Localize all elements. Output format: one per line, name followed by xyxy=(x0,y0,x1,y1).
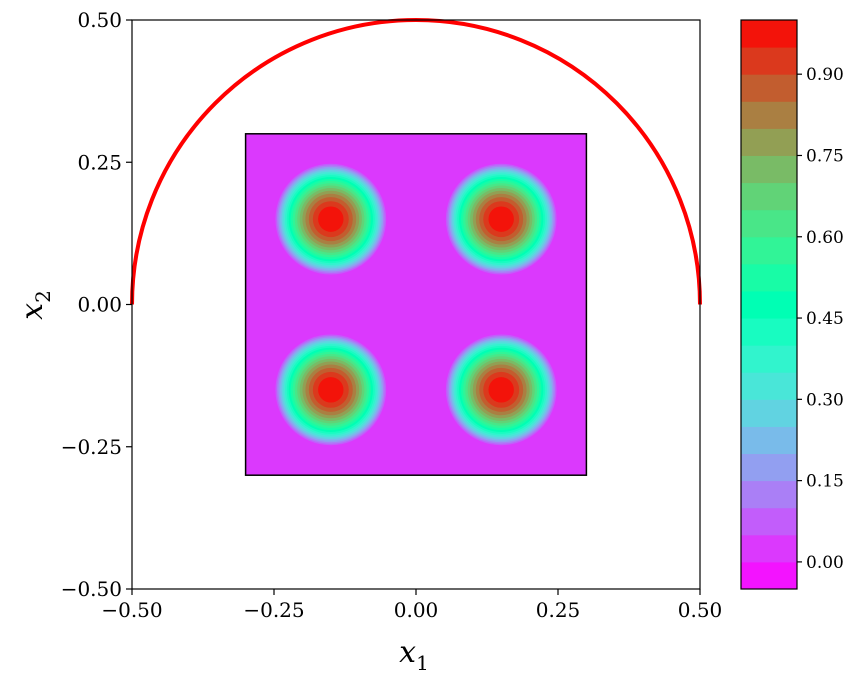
contour-peak xyxy=(275,334,387,446)
contour-ring xyxy=(318,206,344,232)
colorbar-band xyxy=(741,561,797,590)
contour-peak xyxy=(445,163,557,275)
y-tick-label: 0.25 xyxy=(77,150,122,174)
colorbar-band xyxy=(741,290,797,319)
contour-peak xyxy=(275,163,387,275)
x-tick-label: 0.50 xyxy=(678,598,723,622)
colorbar: 0.00 0.15 0.30 0.45 0.60 0.75 0.90 xyxy=(740,19,844,590)
colorbar-band xyxy=(741,345,797,373)
x-tick-label: 0.25 xyxy=(536,598,581,622)
contour-ring xyxy=(488,206,514,232)
colorbar-tick-label: 0.45 xyxy=(806,309,844,329)
y-tick-label: −0.50 xyxy=(61,577,122,601)
colorbar-band xyxy=(741,372,797,400)
y-axis-label: x2 xyxy=(15,290,55,320)
y-axis-label-subscript: 2 xyxy=(31,290,55,303)
colorbar-band xyxy=(741,236,797,265)
contour-ring xyxy=(318,377,344,403)
colorbar-band xyxy=(741,47,797,75)
colorbar-band xyxy=(741,128,797,156)
x-axis-label-base: x xyxy=(399,635,416,670)
y-axis-ticks: −0.50 −0.25 0.00 0.25 0.50 xyxy=(61,8,132,601)
colorbar-band xyxy=(741,263,797,292)
colorbar-tick-label: 0.60 xyxy=(806,228,844,248)
colorbar-bands xyxy=(741,20,797,590)
colorbar-band xyxy=(741,534,797,563)
x-axis-ticks: −0.50 −0.25 0.00 0.25 0.50 xyxy=(101,589,722,622)
colorbar-band xyxy=(741,209,797,238)
colorbar-band xyxy=(741,507,797,536)
contour-field xyxy=(245,133,587,476)
y-tick-label: 0.00 xyxy=(77,293,122,317)
y-tick-label: −0.25 xyxy=(61,435,122,459)
colorbar-tick-label: 0.00 xyxy=(806,553,844,573)
colorbar-band xyxy=(741,426,797,455)
contour-ring xyxy=(488,377,514,403)
colorbar-band xyxy=(741,20,797,48)
y-axis-label-base: x xyxy=(15,303,50,320)
colorbar-tick-label: 0.90 xyxy=(806,65,844,85)
colorbar-ticks: 0.00 0.15 0.30 0.45 0.60 0.75 0.90 xyxy=(797,65,844,573)
colorbar-tick-label: 0.75 xyxy=(806,146,844,166)
colorbar-band xyxy=(741,155,797,184)
colorbar-band xyxy=(741,453,797,482)
x-axis-label: x1 xyxy=(399,635,429,675)
x-tick-label: −0.50 xyxy=(101,598,162,622)
x-tick-label: −0.25 xyxy=(243,598,304,622)
colorbar-tick-label: 0.15 xyxy=(806,472,844,492)
contour-peak xyxy=(445,334,557,446)
colorbar-band xyxy=(741,74,797,102)
plot-area: −0.50 −0.25 0.00 0.25 0.50 −0.50 −0.25 0.00 0.2… xyxy=(61,8,723,622)
field-border xyxy=(244,133,588,476)
colorbar-band xyxy=(741,182,797,211)
colorbar-band xyxy=(741,480,797,509)
colorbar-band xyxy=(741,101,797,129)
x-axis-label-subscript: 1 xyxy=(416,651,429,675)
colorbar-tick-label: 0.30 xyxy=(806,390,844,410)
y-tick-label: 0.50 xyxy=(77,8,122,32)
colorbar-band xyxy=(741,399,797,427)
x-tick-label: 0.00 xyxy=(394,598,439,622)
colorbar-frame xyxy=(740,19,798,590)
colorbar-band xyxy=(741,318,797,346)
